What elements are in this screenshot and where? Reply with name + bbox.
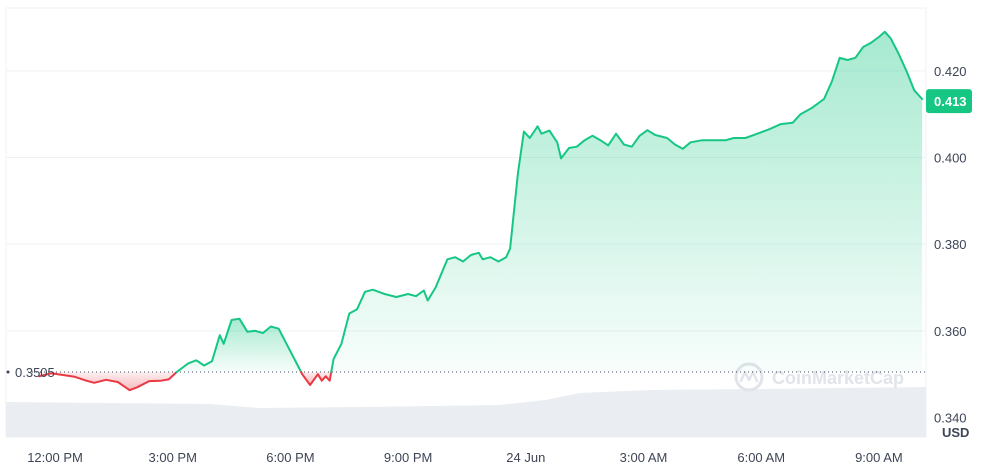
y-tick-label: 0.340 — [934, 411, 967, 426]
x-tick-label: 6:00 PM — [266, 450, 314, 465]
last-price-badge: 0.413 — [926, 89, 972, 114]
y-tick-label: 0.400 — [934, 151, 967, 166]
watermark-text: CoinMarketCap — [772, 368, 904, 388]
volume-area — [6, 387, 926, 437]
line-segment-up — [175, 317, 303, 373]
reference-dot — [6, 370, 10, 374]
x-tick-label: 24 Jun — [506, 450, 545, 465]
line-segment-up — [330, 30, 924, 373]
line-segment-down — [38, 371, 178, 392]
y-tick-label: 0.360 — [934, 324, 967, 339]
y-tick-label: 0.380 — [934, 237, 967, 252]
x-tick-label: 9:00 PM — [384, 450, 432, 465]
x-tick-label: 3:00 AM — [620, 450, 668, 465]
x-tick-label: 9:00 AM — [855, 450, 903, 465]
x-tick-label: 3:00 PM — [149, 450, 197, 465]
area-above-reference — [331, 31, 923, 373]
coinmarketcap-logo-wave-icon — [739, 370, 759, 383]
price-area-fill — [39, 31, 923, 391]
x-tick-label: 12:00 PM — [27, 450, 83, 465]
area-above-reference — [176, 318, 302, 372]
y-axis: 0.340 0.360 0.380 0.400 0.420 — [934, 64, 967, 426]
reference-price-text: 0.3505 — [15, 365, 55, 380]
last-price-badge-bg — [926, 89, 972, 114]
reference-price-label: 0.3505 — [6, 365, 55, 380]
volume-bars — [6, 387, 926, 437]
x-axis: 12:00 PM 3:00 PM 6:00 PM 9:00 PM 24 Jun 3:00 … — [27, 450, 903, 465]
line-segment-down — [300, 371, 333, 386]
coinmarketcap-watermark: CoinMarketCap — [734, 362, 904, 392]
y-tick-label: 0.420 — [934, 64, 967, 79]
currency-label: USD — [942, 425, 969, 440]
last-price-text: 0.413 — [934, 94, 967, 109]
price-line — [38, 30, 924, 392]
x-tick-label: 6:00 AM — [737, 450, 785, 465]
